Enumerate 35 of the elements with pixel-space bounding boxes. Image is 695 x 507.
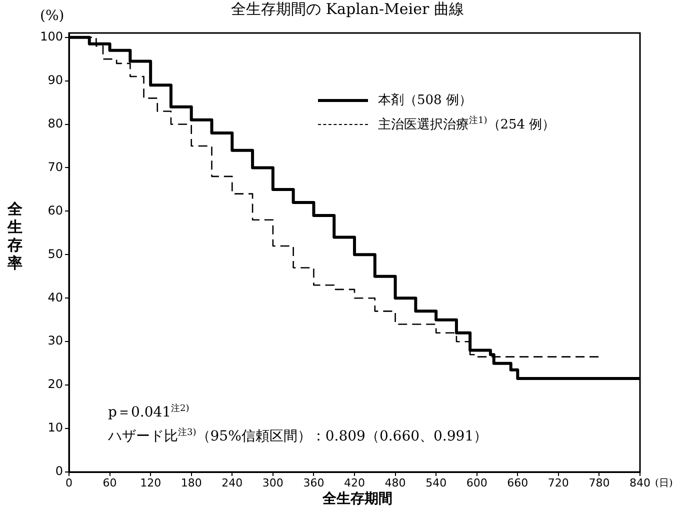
x-tick-label: 540: [426, 476, 447, 490]
y-tick-label: 80: [48, 116, 63, 130]
x-axis-title: 全生存期間: [322, 490, 394, 507]
y-tick-label: 20: [48, 377, 63, 392]
x-tick-label: 60: [102, 476, 117, 490]
x-tick-label: 240: [222, 476, 243, 490]
x-tick-label: 360: [303, 476, 324, 490]
legend-label: 本剤（508 例）: [378, 92, 472, 109]
x-tick-label: 300: [262, 476, 284, 490]
annotation: p＝0.041$^{注2)}$: [108, 402, 190, 422]
x-tick-label: 780: [588, 476, 610, 490]
text: (日): [655, 477, 673, 490]
x-tick-label: 600: [466, 476, 488, 490]
x-tick-label: 720: [548, 476, 569, 490]
chart-title: 全生存期間の Kaplan-Meier 曲線: [231, 0, 464, 18]
x-tick-label: 0: [66, 476, 72, 490]
y-tick-label: 50: [48, 246, 63, 261]
y-tick-label: 30: [48, 334, 63, 348]
x-tick-label: 120: [140, 476, 162, 490]
x-tick-label: 180: [180, 476, 202, 490]
x-tick-label: 840: [630, 476, 650, 490]
x-tick-label: 660: [507, 476, 528, 490]
y-tick-label: 0: [55, 464, 63, 478]
y-axis-title: 全生存率: [6, 200, 24, 272]
y-tick-label: 40: [48, 290, 63, 304]
legend-label: 主治医選択治療$^{注1)}$（254 例）: [378, 114, 556, 134]
y-tick-label: 90: [48, 72, 63, 87]
annotation: ハザード比$^{注3)}$（95%信頼区間）：0.809（0.660、0.991）: [108, 426, 488, 446]
y-tick-label: 10: [48, 420, 63, 435]
x-tick-label: 420: [344, 476, 365, 490]
x-tick-label: 480: [384, 476, 406, 490]
y-tick-label: 70: [48, 160, 63, 174]
y-tick-label: 60: [48, 203, 63, 218]
y-tick-label: 100: [40, 29, 63, 44]
text: (%): [40, 8, 64, 24]
